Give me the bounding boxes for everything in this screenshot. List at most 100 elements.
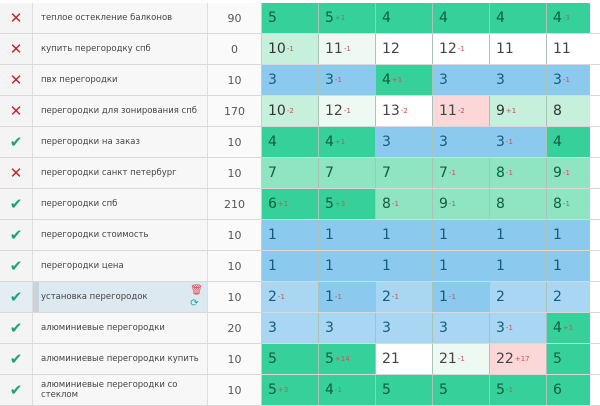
keyword-cell: перегородки для зонирования спб [33,96,208,126]
position-change: -1 [334,386,342,394]
position-cell: 11 -2 [433,96,490,126]
keyword-cell: купить перегородку спб [33,34,208,64]
position-value: 8 [496,196,505,212]
check-icon[interactable]: ✔ [0,344,33,374]
position-value: 3 [439,320,448,336]
position-change: -1 [457,45,465,53]
frequency-cell: 10 [208,375,262,405]
close-icon[interactable]: ✕ [0,158,33,188]
keyword-cell: установка перегородок 🗑 ⟳ [33,282,208,312]
positions-table: ✕ теплое остекление балконов 90 5 5 +1 4 4 4 4 -3 ✕… [0,3,600,406]
keyword-cell: перегородки санкт петербург [33,158,208,188]
position-cell: 1 [376,251,433,281]
position-value: 3 [496,134,505,150]
position-cell: 8 -1 [547,189,590,219]
position-cell: 1 [547,251,590,281]
keyword-cell: перегородки на заказ [33,127,208,157]
close-icon[interactable]: ✕ [0,3,33,33]
position-cell: 3 [319,313,376,343]
keyword-cell: перегородки цена [33,251,208,281]
position-value: 1 [439,227,448,243]
keyword-cell: перегородки спб [33,189,208,219]
position-cell: 5 [433,375,490,405]
position-cell: 1 [433,251,490,281]
position-change: +1 [334,14,346,22]
position-cell: 21 -1 [433,344,490,374]
position-change: -1 [448,293,456,301]
position-value: 3 [496,320,505,336]
check-icon[interactable]: ✔ [0,282,33,312]
position-value: 3 [439,72,448,88]
position-change: +14 [334,355,350,363]
position-cell: 4 [490,3,547,33]
position-value: 6 [553,382,562,398]
position-change: +1 [334,138,346,146]
position-cell: 3 -1 [490,127,547,157]
check-icon[interactable]: ✔ [0,313,33,343]
frequency-cell: 10 [208,158,262,188]
position-cell: 5 [376,375,433,405]
table-row: ✔ установка перегородок 🗑 ⟳ 10 2 -1 1 -1 2 -1 1 -1 2 2 [0,282,600,313]
close-icon[interactable]: ✕ [0,34,33,64]
position-value: 3 [325,320,334,336]
position-cell: 4 [262,127,319,157]
position-cell: 11 [547,34,590,64]
check-icon[interactable]: ✔ [0,220,33,250]
keyword-text: теплое остекление балконов [41,13,173,23]
position-value: 13 [382,103,400,119]
close-icon[interactable]: ✕ [0,65,33,95]
position-value: 4 [325,134,334,150]
table-row: ✕ теплое остекление балконов 90 5 5 +1 4 4 4 4 -3 [0,3,600,34]
position-value: 5 [268,351,277,367]
check-icon[interactable]: ✔ [0,375,33,405]
position-change: -2 [286,107,294,115]
position-change: -1 [505,324,513,332]
position-value: 8 [382,196,391,212]
position-cell: 4 +1 [547,313,590,343]
frequency-cell: 10 [208,344,262,374]
keyword-cell: алюминиевые перегородки купить [33,344,208,374]
keyword-cell: алюминиевые перегородки [33,313,208,343]
position-value: 2 [553,289,562,305]
frequency-cell: 10 [208,251,262,281]
position-cell: 1 [262,220,319,250]
frequency-cell: 0 [208,34,262,64]
position-value: 3 [496,72,505,88]
position-value: 1 [382,227,391,243]
position-value: 2 [496,289,505,305]
position-change: +1 [562,324,574,332]
position-value: 1 [553,258,562,274]
position-change: -3 [562,14,570,22]
position-change: -1 [562,169,570,177]
position-cell: 7 [319,158,376,188]
check-icon[interactable]: ✔ [0,127,33,157]
position-value: 1 [268,227,277,243]
position-cell: 4 +1 [319,127,376,157]
position-value: 10 [268,41,286,57]
frequency-cell: 10 [208,220,262,250]
keyword-text: перегородки для зонирования спб [41,106,198,116]
position-cell: 5 -1 [490,375,547,405]
position-value: 4 [268,134,277,150]
position-value: 4 [553,320,562,336]
keyword-cell: пвх перегородки [33,65,208,95]
check-icon[interactable]: ✔ [0,189,33,219]
refresh-icon[interactable]: ⟳ [190,298,199,309]
trash-icon[interactable]: 🗑 [190,285,203,296]
position-value: 5 [325,351,334,367]
position-cell: 7 [376,158,433,188]
position-change: -1 [505,386,513,394]
table-row: ✔ алюминиевые перегородки со стеклом 10 5 +3… [0,375,600,406]
position-cell: 4 +1 [376,65,433,95]
position-value: 21 [439,351,457,367]
position-value: 3 [439,134,448,150]
position-value: 1 [439,258,448,274]
position-cell: 8 -1 [376,189,433,219]
position-value: 1 [496,227,505,243]
position-value: 7 [325,165,334,181]
position-value: 22 [496,351,514,367]
check-icon[interactable]: ✔ [0,251,33,281]
close-icon[interactable]: ✕ [0,96,33,126]
position-cell: 3 [433,313,490,343]
position-change: -1 [391,293,399,301]
